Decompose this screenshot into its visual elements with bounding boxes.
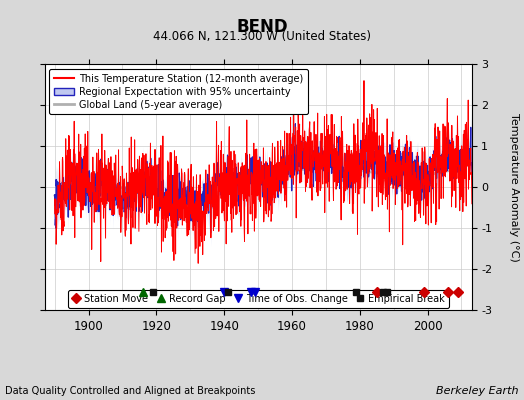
Legend: Station Move, Record Gap, Time of Obs. Change, Empirical Break: Station Move, Record Gap, Time of Obs. C… [68, 290, 449, 308]
Text: BEND: BEND [236, 18, 288, 36]
Text: Data Quality Controlled and Aligned at Breakpoints: Data Quality Controlled and Aligned at B… [5, 386, 256, 396]
Text: 44.066 N, 121.300 W (United States): 44.066 N, 121.300 W (United States) [153, 30, 371, 43]
Y-axis label: Temperature Anomaly (°C): Temperature Anomaly (°C) [509, 113, 519, 261]
Text: Berkeley Earth: Berkeley Earth [436, 386, 519, 396]
